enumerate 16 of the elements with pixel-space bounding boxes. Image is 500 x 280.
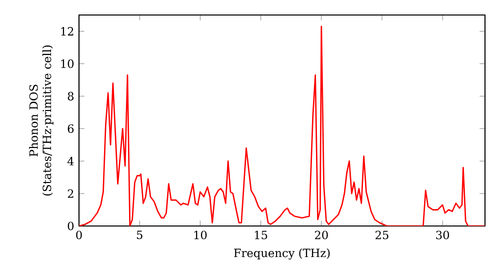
x-tick-label: 5 bbox=[136, 230, 142, 240]
y-tick-label: 2 bbox=[68, 189, 74, 198]
y-tick-label: 0 bbox=[68, 222, 74, 230]
x-tick-label: 25 bbox=[376, 230, 388, 240]
y-tick-label: 6 bbox=[68, 124, 74, 133]
y-tick-label: 10 bbox=[61, 59, 74, 68]
y-axis-title: Phonon DOS (States/THz·primitive cell) bbox=[29, 45, 54, 196]
x-tick-label: 15 bbox=[254, 230, 268, 240]
y-tick-label: 8 bbox=[68, 92, 74, 100]
y-tick-label: 12 bbox=[61, 27, 74, 36]
x-tick-label: 10 bbox=[194, 230, 207, 240]
y-tick-label: 4 bbox=[67, 156, 74, 166]
x-tick-label: 30 bbox=[436, 230, 450, 240]
x-axis-title: Frequency (THz) bbox=[234, 248, 330, 260]
x-tick-label: 0 bbox=[76, 230, 82, 240]
x-tick-label: 20 bbox=[314, 230, 328, 240]
